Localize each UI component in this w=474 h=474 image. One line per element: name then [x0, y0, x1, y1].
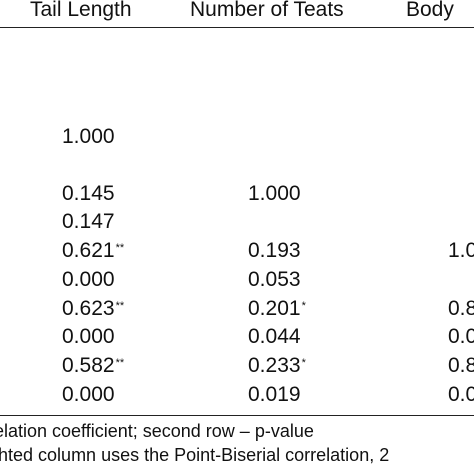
cell-value: 0.053	[248, 268, 301, 291]
table-cell-tail-length: 0.000	[62, 268, 115, 292]
table-cell-tail-length: 0.000	[62, 383, 115, 407]
table-cell-number-of-teats: 0.044	[248, 325, 301, 349]
cell-value: 0.623	[62, 297, 115, 320]
cell-value: 0.147	[62, 210, 115, 233]
cell-value: 0.233	[248, 354, 301, 377]
cell-value: 1.0	[448, 239, 474, 262]
table-cell-tail-length: 1.000	[62, 125, 115, 149]
cell-value: 0.621	[62, 239, 115, 262]
table-cell-number-of-teats: 0.019	[248, 383, 301, 407]
cell-value: 0.201	[248, 297, 301, 320]
table-cell-tail-length: 0.623**	[62, 297, 124, 321]
table-cell-number-of-teats: 0.233*	[248, 354, 306, 378]
table-cell-tail-length: 0.145	[62, 182, 115, 206]
header-rule	[0, 27, 474, 28]
cell-value: 0.044	[248, 325, 301, 348]
table-cell-tail-length: 0.147	[62, 210, 115, 234]
significance-marker: *	[301, 357, 306, 369]
table-cell-number-of-teats: 0.053	[248, 268, 301, 292]
table-cell-body: 0.0	[448, 325, 474, 349]
table-cell-body: 0.0	[448, 383, 474, 407]
cell-value: 1.000	[62, 125, 115, 148]
bottom-rule	[0, 415, 474, 416]
column-header-body: Body	[406, 0, 454, 21]
significance-marker: *	[301, 300, 306, 312]
cell-value: 0.000	[62, 325, 115, 348]
table-cell-number-of-teats: 0.193	[248, 239, 301, 263]
significance-marker: **	[115, 357, 125, 369]
significance-marker: **	[115, 300, 125, 312]
table-cell-number-of-teats: 1.000	[248, 182, 301, 206]
cell-value: 0.145	[62, 182, 115, 205]
table-cell-body: 0.8	[448, 297, 474, 321]
column-header-number-of-teats: Number of Teats	[190, 0, 344, 21]
table-cell-tail-length: 0.582**	[62, 354, 124, 378]
cell-value: 0.8	[448, 297, 474, 320]
cell-value: 0.0	[448, 383, 474, 406]
table-cell-body: 0.8	[448, 354, 474, 378]
cell-value: 0.8	[448, 354, 474, 377]
footnote-line-2: ghted column uses the Point-Biserial cor…	[0, 445, 390, 465]
footnote-line-1: relation coefficient; second row – p-val…	[0, 421, 314, 441]
column-header-tail-length: Tail Length	[30, 0, 132, 21]
cell-value: 0.193	[248, 239, 301, 262]
significance-marker: **	[115, 242, 125, 254]
cell-value: 1.000	[248, 182, 301, 205]
cell-value: 0.000	[62, 383, 115, 406]
table-cell-body: 1.0	[448, 239, 474, 263]
cell-value: 0.000	[62, 268, 115, 291]
cell-value: 0.0	[448, 325, 474, 348]
cell-value: 0.019	[248, 383, 301, 406]
table-cell-tail-length: 0.000	[62, 325, 115, 349]
table-cell-number-of-teats: 0.201*	[248, 297, 306, 321]
table-cell-tail-length: 0.621**	[62, 239, 124, 263]
cell-value: 0.582	[62, 354, 115, 377]
